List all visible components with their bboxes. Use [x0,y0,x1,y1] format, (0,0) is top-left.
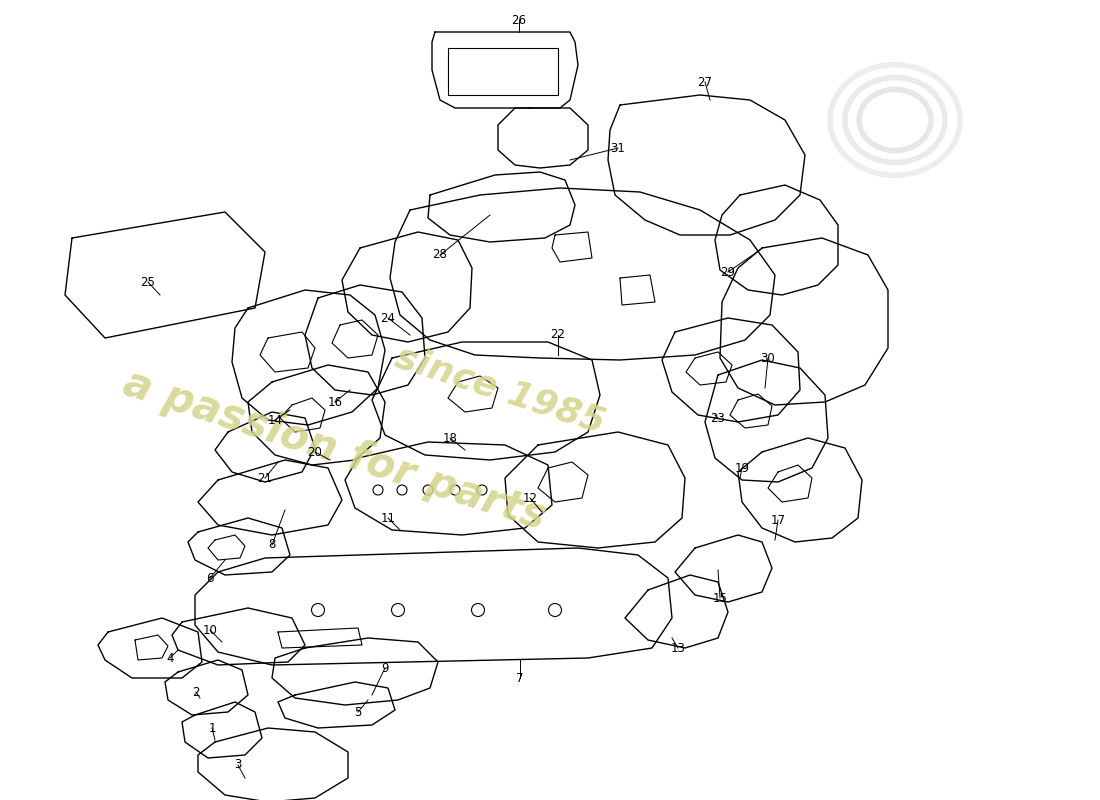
Text: 21: 21 [257,471,273,485]
Text: 23: 23 [711,411,725,425]
Text: 6: 6 [207,571,213,585]
Text: 27: 27 [697,75,713,89]
Text: 18: 18 [442,431,458,445]
Text: 1: 1 [208,722,216,734]
Text: 7: 7 [516,671,524,685]
Text: 19: 19 [735,462,749,474]
Text: 8: 8 [268,538,276,551]
Text: 17: 17 [770,514,785,526]
Text: since 1985: since 1985 [390,340,609,440]
Text: 12: 12 [522,491,538,505]
Text: 15: 15 [713,591,727,605]
Text: 9: 9 [382,662,388,674]
Text: 16: 16 [328,395,342,409]
Text: 28: 28 [432,249,448,262]
Text: 3: 3 [234,758,242,771]
Text: 2: 2 [192,686,200,698]
Text: 26: 26 [512,14,527,26]
Text: 24: 24 [381,311,396,325]
Text: 14: 14 [267,414,283,426]
Text: 11: 11 [381,511,396,525]
Text: 31: 31 [610,142,626,154]
Text: 10: 10 [202,623,218,637]
Text: a passion for parts: a passion for parts [119,362,551,538]
Text: 25: 25 [141,275,155,289]
Text: 4: 4 [166,651,174,665]
Text: 20: 20 [308,446,322,458]
Text: 5: 5 [354,706,362,718]
Text: 30: 30 [760,351,775,365]
Text: 13: 13 [671,642,685,654]
Text: 29: 29 [720,266,736,278]
Text: 22: 22 [550,329,565,342]
